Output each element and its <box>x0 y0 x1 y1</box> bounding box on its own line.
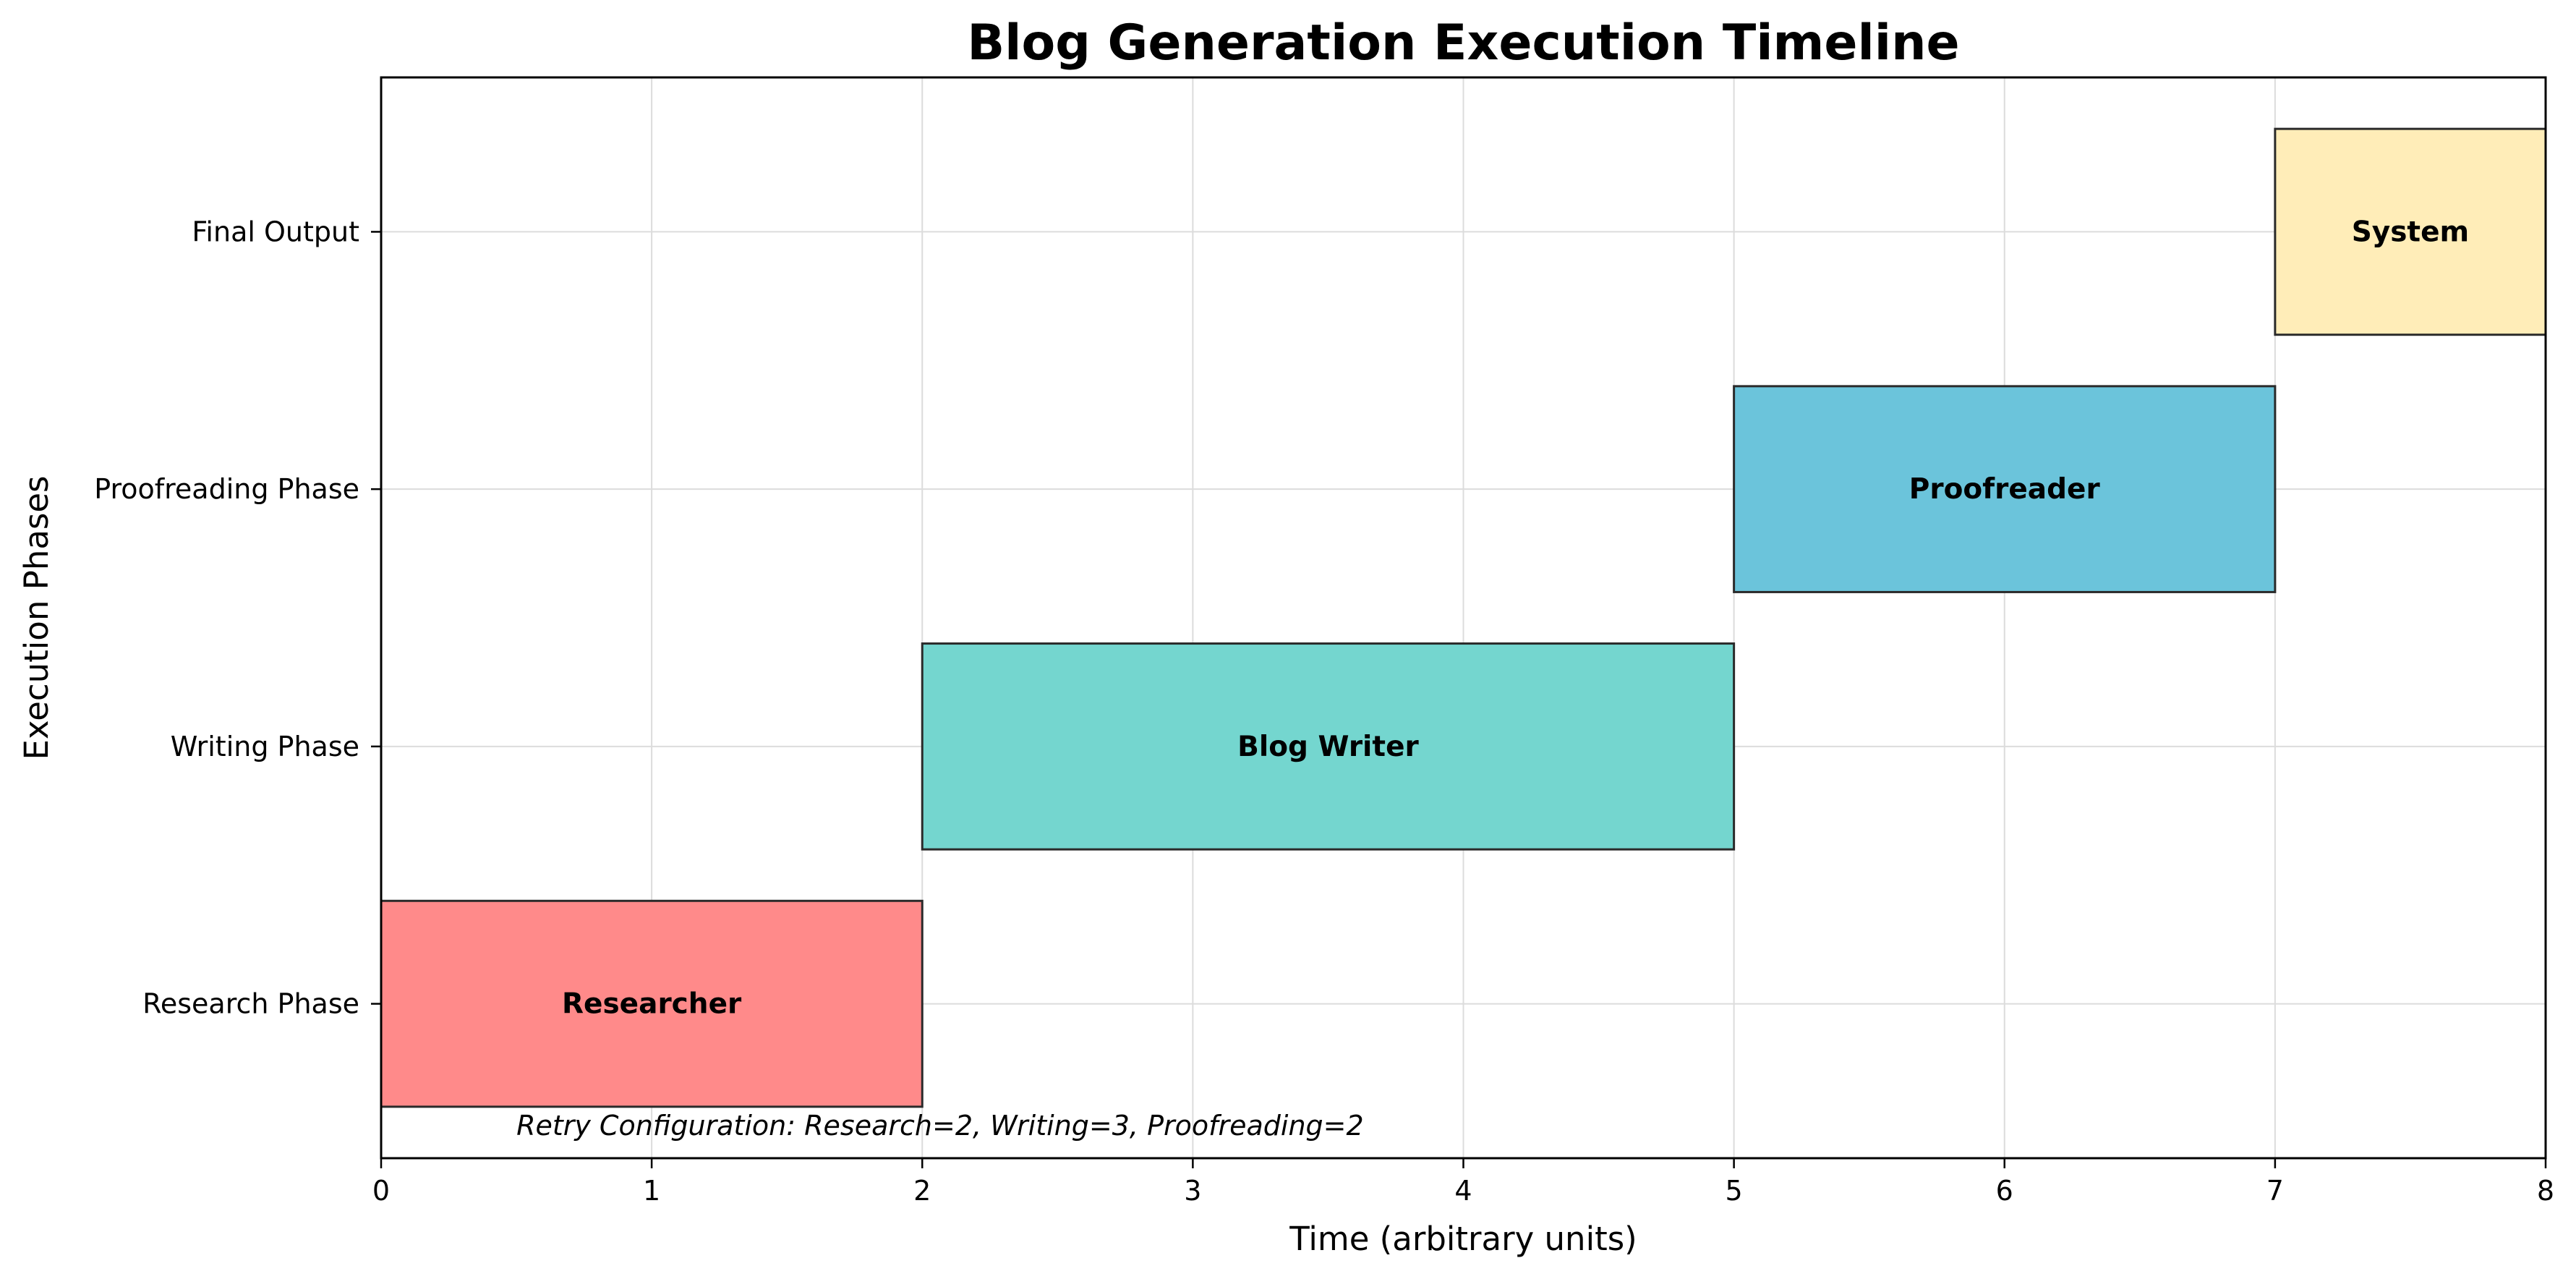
x-tick-label: 4 <box>1454 1175 1472 1207</box>
x-tick-label: 2 <box>913 1175 931 1207</box>
x-tick-label: 8 <box>2537 1175 2554 1207</box>
y-tick-label: Research Phase <box>142 988 359 1020</box>
timeline-bar <box>380 899 924 1108</box>
bar-labels: Researcher Blog Writer Proofreader System <box>562 216 2469 1020</box>
timeline-bar <box>921 642 1736 851</box>
x-tick-label: 6 <box>1996 1175 2013 1207</box>
chart-title: Blog Generation Execution Timeline <box>967 14 1959 72</box>
bar-label: Blog Writer <box>1237 731 1419 763</box>
bar-label: Proofreader <box>1909 473 2101 506</box>
y-axis-ticks: Research Phase Writing Phase Proofreading … <box>94 216 381 1020</box>
grid <box>380 77 2546 1158</box>
y-tick-label: Proofreading Phase <box>94 473 359 505</box>
x-tick-label: 0 <box>372 1175 390 1207</box>
x-tick-label: 3 <box>1184 1175 1201 1207</box>
x-axis-ticks: 0 1 2 3 4 5 6 7 8 <box>372 1158 2554 1207</box>
x-tick-label: 1 <box>643 1175 660 1207</box>
bars <box>380 127 2547 1108</box>
bar-label: Researcher <box>562 988 742 1021</box>
y-axis-label: Execution Phases <box>17 476 56 760</box>
x-tick-label: 7 <box>2266 1175 2284 1207</box>
timeline-bar <box>2274 127 2547 336</box>
timeline-bar <box>1733 385 2277 593</box>
y-tick-label: Final Output <box>192 216 359 247</box>
y-tick-label: Writing Phase <box>171 731 359 762</box>
retry-annotation: Retry Configuration: Research=2, Writing… <box>516 1110 1364 1142</box>
x-axis-label: Time (arbitrary units) <box>1289 1220 1637 1258</box>
x-tick-label: 5 <box>1726 1175 1743 1207</box>
bar-label: System <box>2352 216 2469 248</box>
